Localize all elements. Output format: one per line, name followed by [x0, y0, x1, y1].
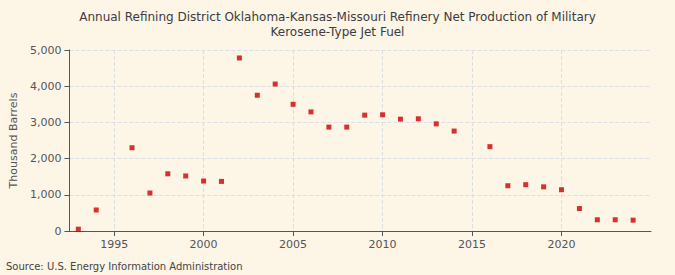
svg-text:2015: 2015: [458, 238, 486, 251]
svg-text:3,000: 3,000: [30, 116, 62, 129]
svg-text:2010: 2010: [369, 238, 397, 251]
svg-text:Thousand Barrels: Thousand Barrels: [7, 92, 20, 189]
svg-text:4,000: 4,000: [30, 80, 62, 93]
svg-text:1995: 1995: [100, 238, 128, 251]
svg-text:1,000: 1,000: [30, 188, 62, 201]
svg-text:Kerosene-Type Jet Fuel: Kerosene-Type Jet Fuel: [271, 25, 405, 39]
svg-text:Annual Refining District Oklah: Annual Refining District Oklahoma-Kansas…: [79, 10, 596, 24]
svg-text:2005: 2005: [279, 238, 307, 251]
svg-text:2000: 2000: [190, 238, 218, 251]
svg-text:2020: 2020: [548, 238, 576, 251]
svg-text:0: 0: [54, 225, 61, 238]
svg-text:5,000: 5,000: [30, 44, 62, 57]
svg-text:Source: U.S. Energy Informatio: Source: U.S. Energy Information Administ…: [6, 261, 243, 272]
svg-text:2,000: 2,000: [30, 152, 62, 165]
